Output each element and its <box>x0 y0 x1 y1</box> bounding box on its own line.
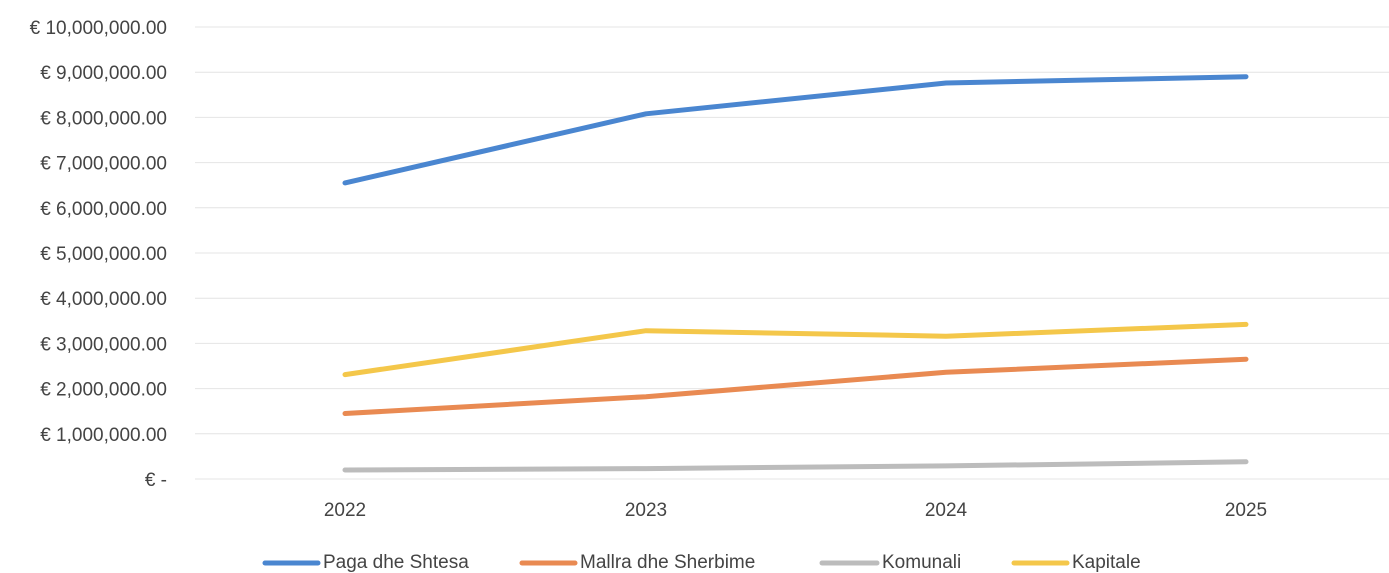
legend-label: Kapitale <box>1072 552 1141 573</box>
x-tick-label: 2023 <box>625 500 667 521</box>
series-lines <box>342 74 1249 473</box>
legend-label: Paga dhe Shtesa <box>323 552 469 573</box>
x-tick-label: 2025 <box>1225 500 1267 521</box>
y-tick-label: € 4,000,000.00 <box>40 289 167 310</box>
y-tick-label: € 6,000,000.00 <box>40 199 167 220</box>
y-tick-label: € 10,000,000.00 <box>30 18 167 39</box>
y-axis-tick-labels: € - € 1,000,000.00 € 2,000,000.00 € 3,000,0… <box>30 18 167 491</box>
x-axis-tick-labels: 2022 2023 2024 2025 <box>324 500 1267 521</box>
y-tick-label: € 9,000,000.00 <box>40 63 167 84</box>
series-line-2 <box>342 459 1249 473</box>
x-tick-label: 2022 <box>324 500 366 521</box>
legend-label: Mallra dhe Sherbime <box>580 552 755 573</box>
legend-label: Komunali <box>882 552 961 573</box>
series-line-0 <box>342 74 1249 186</box>
gridlines <box>195 26 1389 480</box>
legend: Paga dhe Shtesa Mallra dhe Sherbime Komuna… <box>262 552 1141 573</box>
y-tick-label: € 2,000,000.00 <box>40 380 167 401</box>
x-tick-label: 2024 <box>925 500 968 521</box>
y-tick-label: € 7,000,000.00 <box>40 154 167 175</box>
series-line-3 <box>342 321 1249 378</box>
series-line-1 <box>342 356 1249 416</box>
y-tick-label: € 3,000,000.00 <box>40 334 167 355</box>
y-tick-label: € 8,000,000.00 <box>40 108 167 129</box>
y-tick-label: € 5,000,000.00 <box>40 244 167 265</box>
y-tick-label: € 1,000,000.00 <box>40 425 167 446</box>
y-tick-label: € - <box>145 470 167 491</box>
